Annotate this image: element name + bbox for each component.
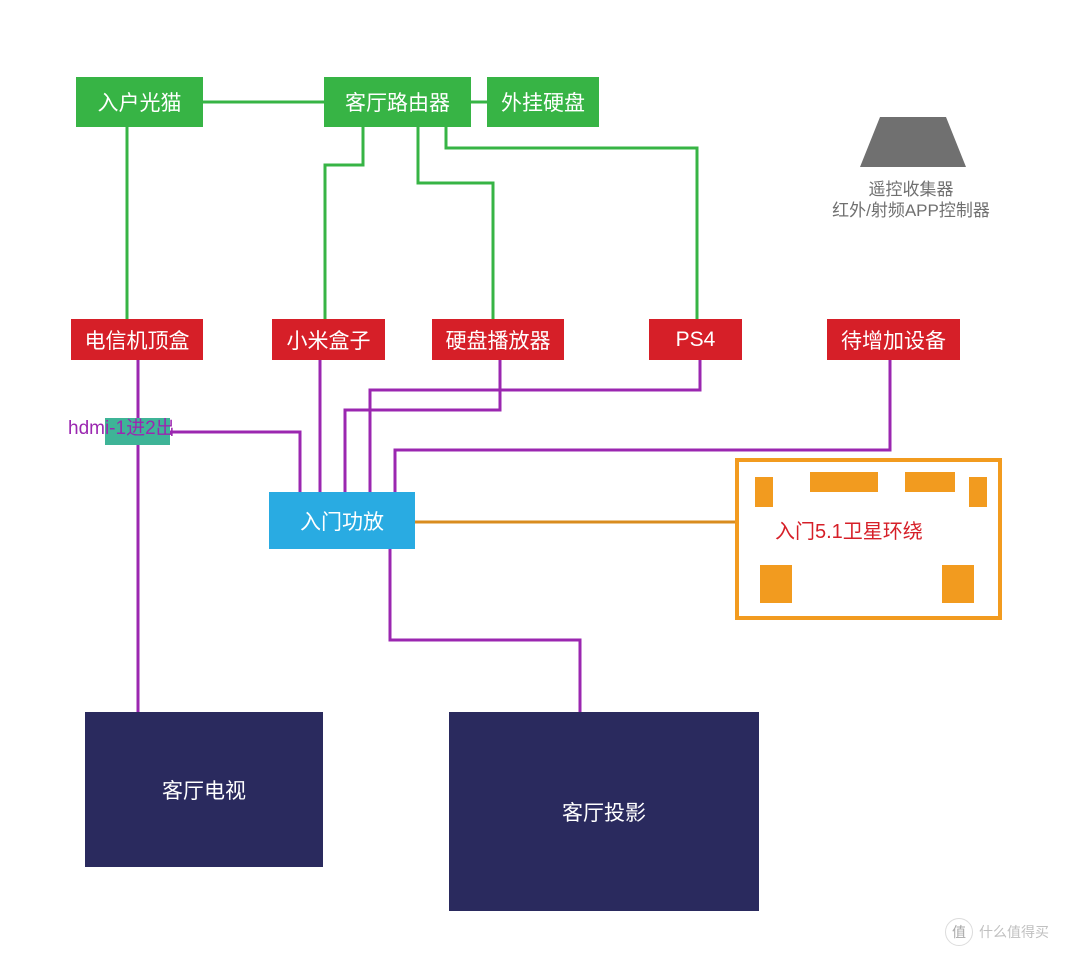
watermark-text: 什么值得买 [979, 922, 1049, 942]
watermark: 值 什么值得买 [945, 918, 1049, 946]
remote-hub-icon [0, 0, 1080, 959]
remote-hub-label-2: 红外/射频APP控制器 [821, 196, 1001, 221]
watermark-icon: 值 [945, 918, 973, 946]
diagram-stage: hdmi-1进2出 入户光猫 客厅路由器 外挂硬盘 电信机顶盒 小米盒子 硬盘播… [0, 0, 1080, 959]
